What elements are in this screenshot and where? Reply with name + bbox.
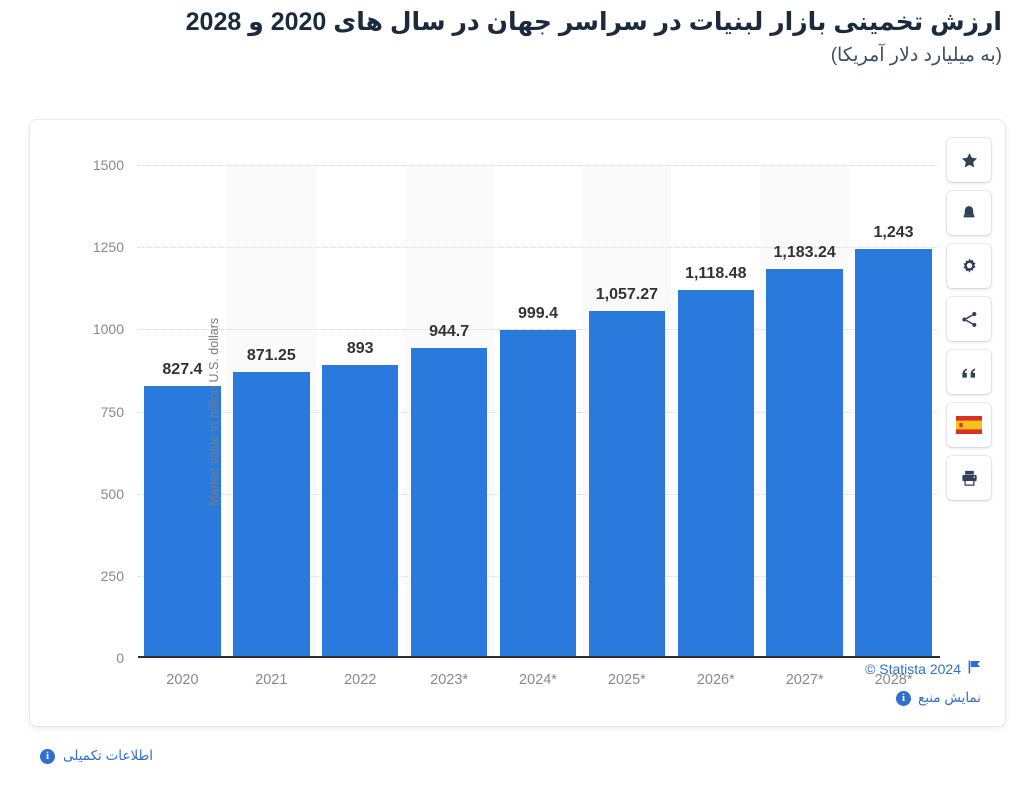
y-axis-tick-label: 1000 <box>92 321 124 338</box>
page-subtitle: (به میلیارد دلار آمریکا) <box>830 45 1002 66</box>
bar-group[interactable]: 944.7 2023* <box>405 165 494 688</box>
print-icon <box>960 469 979 487</box>
x-axis-tick-label: 2025* <box>607 672 646 688</box>
bar[interactable] <box>321 364 399 658</box>
bar-group[interactable]: 871.25 2021 <box>227 165 316 688</box>
bar-value-label: 944.7 <box>429 322 470 340</box>
bar-group[interactable]: 1,057.27 2025* <box>582 165 671 688</box>
show-source-label: نمایش منبع <box>918 690 981 705</box>
bar-value-label: 871.25 <box>246 346 296 364</box>
show-source-link[interactable]: نمایش منبع i <box>896 690 981 706</box>
bar-group[interactable]: 893 2022 <box>316 165 405 688</box>
x-axis-tick-label: 2026* <box>696 672 735 688</box>
info-icon: i <box>896 690 912 706</box>
title-block: ارزش تخمینی بازار لبنیات در سراسر جهان د… <box>20 6 1002 68</box>
card-footer: © Statista 2024 نمایش منبع i <box>46 660 989 718</box>
bar[interactable] <box>588 310 666 658</box>
x-axis-tick-label: 2020 <box>166 672 199 688</box>
flag-marker-icon[interactable] <box>968 660 981 677</box>
copyright-text: © Statista 2024 <box>865 660 981 677</box>
bar-group[interactable]: 1,183.24 2027* <box>760 165 849 688</box>
bar-group[interactable]: 1,118.48 2026* <box>671 165 760 688</box>
bar[interactable] <box>855 249 932 658</box>
gridline <box>138 247 938 249</box>
y-axis-title: Market value in billion U.S. dollars <box>207 317 222 506</box>
citation-quote-icon <box>960 365 979 380</box>
bar-value-label: 1,183.24 <box>773 244 836 262</box>
x-axis-tick-label: 2024* <box>519 672 557 688</box>
bar[interactable] <box>677 290 754 658</box>
bar[interactable] <box>144 386 221 658</box>
y-axis-tick-label: 0 <box>116 650 124 666</box>
bar-value-label: 1,057.27 <box>595 285 659 303</box>
favorite-star-icon <box>960 151 979 170</box>
x-axis-tick-label: 2023* <box>430 672 469 688</box>
copyright-label: © Statista 2024 <box>865 660 961 677</box>
favorite-star-button[interactable] <box>947 138 991 182</box>
bar[interactable] <box>499 329 577 658</box>
info-icon: i <box>40 748 55 764</box>
plot-area: 0 250 500 750 1000 1250 1500 827.4 2020 871.25 20… <box>93 157 940 688</box>
bar[interactable] <box>233 371 310 658</box>
notification-bell-button[interactable] <box>947 191 991 235</box>
language-flag-icon <box>956 416 982 434</box>
page-title: ارزش تخمینی بازار لبنیات در سراسر جهان د… <box>185 8 1002 36</box>
bar[interactable] <box>410 347 488 658</box>
language-flag-button[interactable] <box>947 403 991 447</box>
share-icon <box>960 310 979 329</box>
x-axis-line <box>138 656 940 658</box>
y-axis-tick-label: 500 <box>100 485 124 502</box>
citation-quote-button[interactable] <box>947 350 991 394</box>
bar-group[interactable]: 999.4 2024* <box>494 165 583 688</box>
x-axis-tick-label: 2027* <box>785 672 824 688</box>
bar-series: 827.4 2020 871.25 2021 893 2022 944.7 2023* 999.… <box>138 165 938 688</box>
share-button[interactable] <box>947 297 991 341</box>
additional-info-link[interactable]: اطلاعات تکمیلی i <box>40 748 153 764</box>
chart-toolbar[interactable] <box>947 138 991 500</box>
bar-value-label: 893 <box>346 339 374 357</box>
bar-value-label: 999.4 <box>517 304 558 322</box>
chart-card: 0 250 500 750 1000 1250 1500 827.4 2020 871.25 20… <box>30 120 1005 726</box>
bar[interactable] <box>766 269 843 658</box>
settings-gear-icon <box>960 257 979 276</box>
bar-group[interactable]: 827.4 2020 <box>138 165 227 688</box>
y-axis-tick-label: 1500 <box>92 157 124 173</box>
bar-value-label: 1,118.48 <box>685 265 747 283</box>
x-axis-tick-label: 2028* <box>874 672 913 688</box>
print-button[interactable] <box>947 456 991 500</box>
bar-group[interactable]: 1,243 2028* <box>849 165 938 688</box>
notification-bell-icon <box>960 204 978 223</box>
y-axis-tick-label: 250 <box>100 567 124 584</box>
bar-value-label: 1,243 <box>873 224 914 242</box>
y-axis-tick-label: 750 <box>100 403 124 420</box>
y-axis-tick-label: 1250 <box>92 239 124 256</box>
x-axis-tick-label: 2021 <box>255 672 288 688</box>
x-axis-tick-label: 2022 <box>344 672 377 688</box>
bar-value-label: 827.4 <box>162 361 203 379</box>
gridline <box>138 165 938 166</box>
additional-info-label: اطلاعات تکمیلی <box>63 748 153 763</box>
settings-gear-button[interactable] <box>947 244 991 288</box>
